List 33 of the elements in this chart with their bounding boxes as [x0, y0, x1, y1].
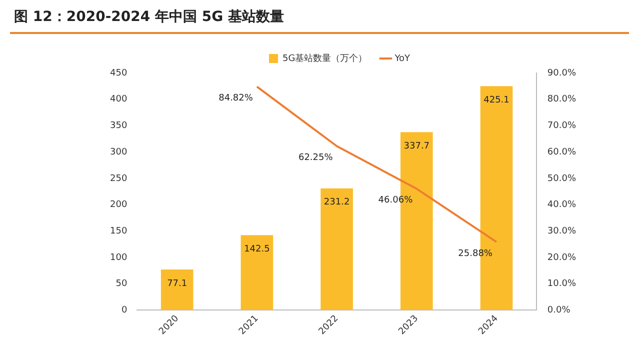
chart-title: 图 12：2020-2024 年中国 5G 基站数量 — [14, 8, 284, 26]
y-tick-label: 450 — [110, 68, 128, 78]
y2-tick-label: 10.0% — [547, 279, 576, 290]
legend-label: YoY — [394, 54, 411, 64]
bar — [320, 188, 353, 310]
bar — [160, 270, 194, 310]
legend-label: 5G基站数量（万个） — [282, 52, 368, 64]
y2-tick-label: 80.0% — [547, 94, 576, 105]
y-tick-label: 350 — [110, 121, 128, 132]
y2-tick-label: 90.0% — [547, 68, 576, 78]
y-tick-label: 250 — [110, 174, 128, 184]
data-label: 77.1 — [167, 278, 188, 289]
y-tick-label: 200 — [110, 200, 128, 210]
y-tick-label: 50 — [116, 279, 128, 290]
y2-tick-label: 20.0% — [547, 252, 576, 263]
data-label: 231.2 — [324, 198, 350, 208]
y2-tick-label: 0.0% — [547, 306, 571, 316]
y2-tick-label: 70.0% — [547, 121, 576, 132]
y-tick-label: 0 — [121, 306, 128, 316]
y2-tick-label: 50.0% — [547, 174, 576, 184]
y2-tick-label: 40.0% — [547, 200, 576, 210]
y2-tick-label: 60.0% — [547, 147, 576, 158]
y-tick-label: 150 — [110, 226, 128, 236]
y-tick-label: 100 — [110, 252, 128, 263]
data-label: 142.5 — [244, 244, 270, 254]
bar — [240, 235, 274, 310]
y2-tick-label: 30.0% — [547, 226, 576, 236]
y-tick-label: 300 — [110, 147, 128, 158]
y-tick-label: 400 — [110, 94, 128, 105]
data-label: 337.7 — [404, 142, 430, 152]
data-label: 425.1 — [484, 95, 510, 106]
data-label: 62.25% — [298, 152, 334, 163]
data-label: 84.82% — [218, 93, 254, 104]
